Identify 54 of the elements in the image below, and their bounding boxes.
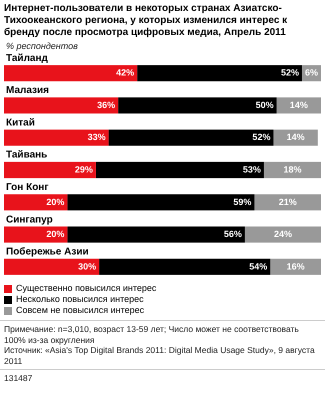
chart-subtitle: % респондентов: [5, 40, 79, 51]
y-tick-label: Тайвань: [6, 150, 48, 161]
data-label: 56%: [224, 229, 242, 240]
data-label: 20%: [46, 229, 64, 240]
data-label: 30%: [78, 261, 96, 272]
y-tick-label: Китай: [6, 117, 35, 128]
bar: [244, 226, 321, 243]
y-tick-label: Побережье Азии: [6, 246, 89, 258]
data-label: 42%: [116, 68, 134, 78]
data-label: 36%: [97, 100, 116, 110]
data-label: 16%: [286, 261, 305, 272]
bar: [67, 226, 245, 243]
data-label: 18%: [283, 164, 302, 174]
bar: [4, 162, 96, 178]
y-tick-label: Сингапур: [6, 214, 53, 226]
bar: [137, 65, 302, 82]
data-label: 29%: [74, 164, 93, 174]
chart-title: Интернет-пользователи в некоторых странах Азиатско-Тихоокеанского региона, у которых изменился интерес к бренду после просмотра цифровых медиа, Апрель 2011: [3, 2, 288, 39]
data-label: 52%: [280, 68, 299, 78]
y-tick-label: Гон Конг: [6, 182, 49, 193]
data-label: 21%: [278, 196, 297, 207]
text: Примечание: n=3,010, возраст 13-59 лет; Число может не соответствовать 100% из-за округления: [4, 324, 300, 345]
bar: [254, 194, 321, 210]
bar: [4, 65, 138, 82]
data-label: 53%: [242, 164, 261, 174]
bar: [99, 258, 270, 275]
data-label: 50%: [256, 100, 274, 110]
data-label: 20%: [46, 196, 64, 207]
data-label: 6%: [304, 68, 318, 78]
legend-label: Существенно повысился интерес: [16, 283, 156, 294]
bar: [118, 97, 277, 114]
y-tick-label: Тайланд: [6, 52, 49, 64]
data-label: 59%: [233, 196, 252, 207]
bar: [4, 194, 68, 210]
data-label: 14%: [290, 100, 308, 110]
data-label: 33%: [88, 132, 106, 142]
text: 131487: [0, 369, 325, 386]
data-label: 14%: [286, 132, 305, 142]
text: Источник: «Asia's Top Digital Brands 2011: Digital Media Usage Study», 9 августа 2011: [4, 345, 316, 366]
bar: [4, 130, 109, 146]
bar: [273, 130, 318, 146]
data-label: 52%: [252, 132, 270, 142]
bar: [67, 194, 254, 210]
bar: [264, 162, 321, 178]
y-tick-label: Малазия: [6, 85, 50, 96]
legend-label: Несколько повысился интерес: [16, 294, 144, 305]
bar: [96, 162, 264, 178]
bar: [108, 130, 274, 146]
bar: [4, 226, 68, 243]
bar: [4, 97, 118, 114]
bar: [4, 258, 100, 275]
data-label: 24%: [274, 229, 292, 240]
legend-label: Совсем не повысился интерес: [16, 305, 144, 316]
data-label: 54%: [249, 261, 268, 272]
